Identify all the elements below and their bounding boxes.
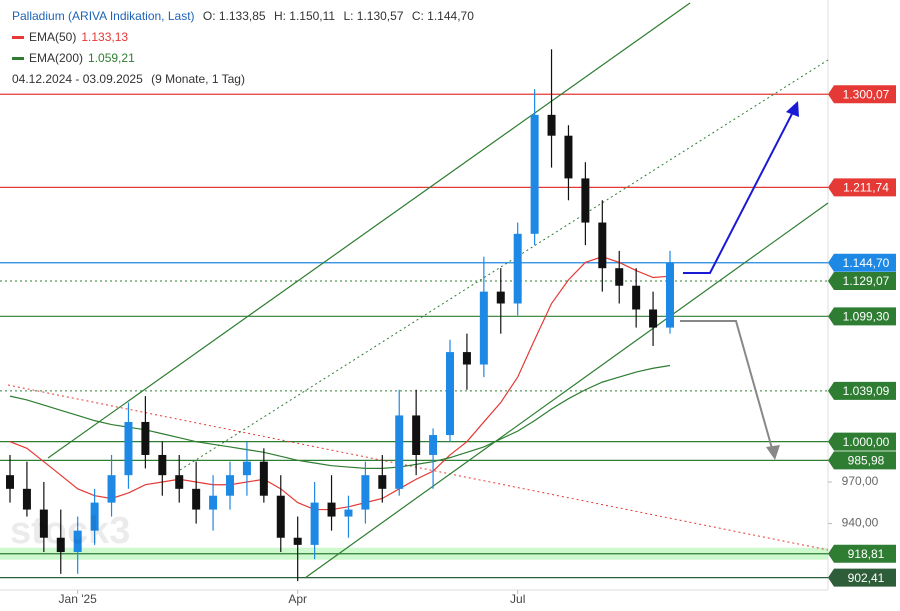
- candle-body: [141, 421, 150, 455]
- candle-body: [73, 530, 82, 553]
- legend-item: EMA(200) 1.059,21: [12, 48, 479, 69]
- candle-body: [462, 352, 471, 365]
- arrow-head: [786, 101, 799, 117]
- candle-body: [530, 114, 539, 234]
- channel-line: [47, 2, 691, 459]
- ema-line: [9, 364, 671, 470]
- arrow-head: [766, 445, 780, 460]
- candle-body: [192, 488, 201, 510]
- candle-body: [598, 222, 607, 269]
- candle-body: [547, 114, 556, 136]
- legend-label: EMA(50): [29, 30, 77, 44]
- level-badge: [828, 432, 896, 451]
- level-badge: [828, 544, 896, 563]
- level-badge: [828, 271, 896, 290]
- x-tick-label: Jan '25: [59, 592, 98, 606]
- level-badge: [828, 568, 896, 587]
- candle-body: [6, 475, 14, 489]
- candle-body: [327, 502, 336, 517]
- candle-body: [158, 454, 167, 476]
- period: (9 Monate, 1 Tag): [151, 72, 245, 86]
- ohlc: C: 1.144,70: [411, 9, 474, 23]
- level-label: 902,41: [848, 571, 885, 585]
- watermark: stock3: [10, 510, 130, 552]
- arrow: [680, 320, 774, 453]
- candle-body: [378, 475, 387, 489]
- level-badge: [828, 307, 896, 326]
- date-range: 04.12.2024 - 03.09.2025: [12, 72, 143, 86]
- candle-body: [496, 291, 505, 304]
- legend-swatch: [12, 36, 24, 40]
- axis-layer: 940,00 970,00 1.300,07 1.211,74 1.144,70 1.12…: [59, 85, 896, 606]
- candle-body: [513, 233, 522, 304]
- ema-line: [9, 255, 671, 511]
- plot-area: [0, 0, 828, 590]
- candle-body: [175, 475, 184, 489]
- level-label: 1.000,00: [843, 435, 890, 449]
- level-badge: [828, 381, 896, 400]
- title-row: Palladium (ARIVA Indikation, Last) O: 1.…: [12, 6, 479, 27]
- candle-body: [90, 502, 99, 531]
- candle-body: [361, 475, 370, 510]
- ohlc: L: 1.130,57: [343, 9, 404, 23]
- candle-body: [564, 135, 573, 179]
- candle-body: [310, 502, 319, 545]
- arrow: [683, 107, 796, 274]
- candle-body: [39, 509, 48, 538]
- candle-body: [344, 509, 353, 517]
- x-tick-label: Jul: [510, 592, 525, 606]
- candle-body: [615, 268, 624, 286]
- candle-body: [412, 415, 421, 455]
- candle-body: [56, 537, 65, 553]
- candle-body: [479, 291, 488, 365]
- legend-swatch: [12, 57, 24, 61]
- candle-body: [259, 461, 268, 496]
- y-tick-label: 970,00: [842, 474, 879, 488]
- legend-value: 1.059,21: [88, 51, 135, 65]
- candle-body: [429, 435, 438, 455]
- candle-body: [276, 495, 285, 538]
- level-label: 1.099,30: [843, 309, 890, 323]
- candle-body: [632, 285, 641, 310]
- level-badge: [828, 85, 896, 104]
- candle-body: [226, 475, 234, 496]
- candle-body: [107, 475, 116, 503]
- candle-body: [242, 461, 251, 476]
- channel-line: [304, 202, 829, 579]
- level-label: 918,81: [848, 547, 885, 561]
- candle-body: [446, 352, 454, 436]
- level-label: 985,98: [848, 454, 885, 468]
- level-badge: [828, 253, 896, 272]
- range-row: 04.12.2024 - 03.09.2025 (9 Monate, 1 Tag…: [12, 69, 479, 90]
- ohlc: H: 1.150,11: [273, 9, 336, 23]
- candle-body: [209, 495, 218, 510]
- x-tick-label: Apr: [288, 592, 307, 606]
- level-badge: [828, 451, 896, 470]
- chart-title: Palladium (ARIVA Indikation, Last): [12, 9, 195, 23]
- candle-body: [649, 309, 658, 328]
- level-label: 1.300,07: [843, 87, 890, 101]
- legend-label: EMA(200): [29, 51, 84, 65]
- level-label: 1.129,07: [843, 274, 890, 288]
- candle-body: [124, 421, 133, 476]
- level-label: 1.211,74: [843, 181, 889, 195]
- y-tick-label: 940,00: [842, 516, 879, 530]
- ohlc: O: 1.133,85: [202, 9, 266, 23]
- candle-body: [22, 488, 31, 510]
- candle-body: [293, 537, 302, 545]
- legend: Palladium (ARIVA Indikation, Last) O: 1.…: [12, 6, 479, 90]
- legend-list: EMA(50) 1.133,13 EMA(200) 1.059,21: [12, 27, 479, 69]
- legend-item: EMA(50) 1.133,13: [12, 27, 479, 48]
- level-badge: [828, 178, 896, 197]
- level-label: 1.039,09: [843, 384, 890, 398]
- legend-value: 1.133,13: [81, 30, 129, 44]
- data-layer: [6, 49, 674, 582]
- candle-body: [581, 178, 590, 223]
- candle-body: [395, 415, 404, 489]
- candle-body: [666, 262, 674, 328]
- level-label: 1.144,70: [843, 256, 890, 270]
